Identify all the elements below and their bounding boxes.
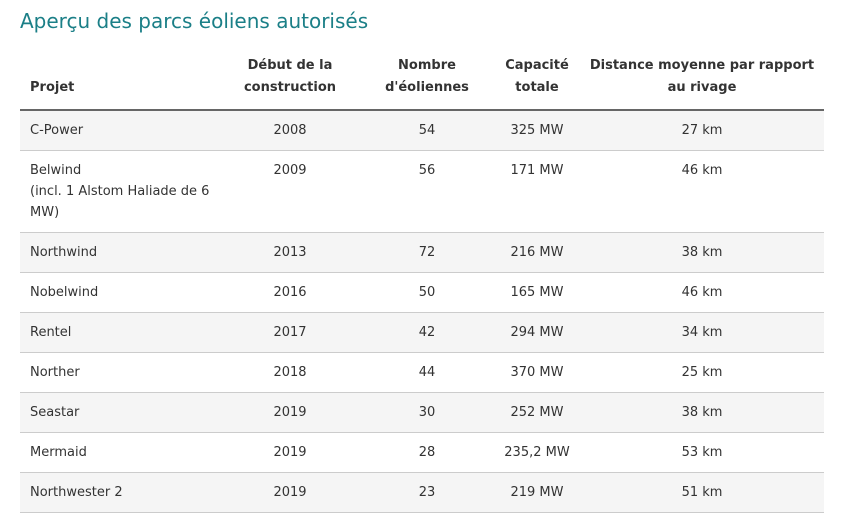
table-row: Northwester 2 2019 23 219 MW 51 km: [20, 472, 824, 513]
table-cell: 46 km: [580, 150, 824, 233]
table-cell: 2017: [220, 312, 360, 353]
table-cell: 42: [360, 312, 494, 353]
table-cell: 2018: [220, 352, 360, 393]
table-cell: Rentel: [20, 312, 220, 353]
cell-line: Belwind: [30, 163, 82, 178]
table-cell: 30: [360, 392, 494, 433]
table-cell: 235,2 MW: [494, 432, 580, 473]
table-cell: 23: [360, 472, 494, 513]
table-cell: 2009: [220, 150, 360, 233]
wind-farm-table: Projet Début de la construction Nombre d'é…: [20, 55, 824, 513]
table-cell: 51 km: [580, 472, 824, 513]
table-row: Rentel 2017 42 294 MW 34 km: [20, 312, 824, 353]
table-row: Mermaid 2019 28 235,2 MW 53 km: [20, 432, 824, 473]
header-row: Projet Début de la construction Nombre d'é…: [20, 55, 824, 111]
table-cell: Northwind: [20, 232, 220, 273]
table-cell: Northwester 2: [20, 472, 220, 513]
table-row: Nobelwind 2016 50 165 MW 46 km: [20, 272, 824, 313]
table-cell: 165 MW: [494, 272, 580, 313]
table-cell: Seastar: [20, 392, 220, 433]
column-header: Début de la construction: [220, 55, 360, 111]
table-cell: 370 MW: [494, 352, 580, 393]
table-cell: 2008: [220, 110, 360, 151]
table-cell: 2019: [220, 432, 360, 473]
table-cell: 171 MW: [494, 150, 580, 233]
column-header: Projet: [20, 55, 220, 111]
table-cell: 54: [360, 110, 494, 151]
table-cell: 56: [360, 150, 494, 233]
table-body: C-Power 2008 54 325 MW 27 km Belwind (incl. 1 …: [20, 110, 824, 513]
table-cell: 252 MW: [494, 392, 580, 433]
table-cell: 2013: [220, 232, 360, 273]
table-cell: C-Power: [20, 110, 220, 151]
table-cell: 27 km: [580, 110, 824, 151]
table-cell: 325 MW: [494, 110, 580, 151]
table-cell: 34 km: [580, 312, 824, 353]
table-row: Norther 2018 44 370 MW 25 km: [20, 352, 824, 393]
column-header: Nombre d'éoliennes: [360, 55, 494, 111]
table-cell: 294 MW: [494, 312, 580, 353]
column-header: Capacité totale: [494, 55, 580, 111]
table-cell: 28: [360, 432, 494, 473]
table-cell: 2019: [220, 472, 360, 513]
title: Aperçu des parcs éoliens autorisés: [20, 9, 369, 33]
table-cell: Mermaid: [20, 432, 220, 473]
table-row: C-Power 2008 54 325 MW 27 km: [20, 110, 824, 151]
table-cell: Norther: [20, 352, 220, 393]
table-cell: 44: [360, 352, 494, 393]
table-cell: 2016: [220, 272, 360, 313]
table-cell: Belwind (incl. 1 Alstom Haliade de 6 MW): [20, 150, 220, 233]
table-cell: 25 km: [580, 352, 824, 393]
column-header: Distance moyenne par rapport au rivage: [580, 55, 824, 111]
table-cell: 72: [360, 232, 494, 273]
table-cell: 219 MW: [494, 472, 580, 513]
table-cell: 46 km: [580, 272, 824, 313]
table-cell: 216 MW: [494, 232, 580, 273]
table-row: Northwind 2013 72 216 MW 38 km: [20, 232, 824, 273]
cell-line: (incl. 1 Alstom Haliade de 6 MW): [30, 184, 210, 220]
table-cell: 50: [360, 272, 494, 313]
table-cell: 38 km: [580, 392, 824, 433]
table-cell: 2019: [220, 392, 360, 433]
table-cell: Nobelwind: [20, 272, 220, 313]
table-cell: 38 km: [580, 232, 824, 273]
table-row: Belwind (incl. 1 Alstom Haliade de 6 MW) 2…: [20, 150, 824, 233]
table-cell: 53 km: [580, 432, 824, 473]
table-row: Seastar 2019 30 252 MW 38 km: [20, 392, 824, 433]
